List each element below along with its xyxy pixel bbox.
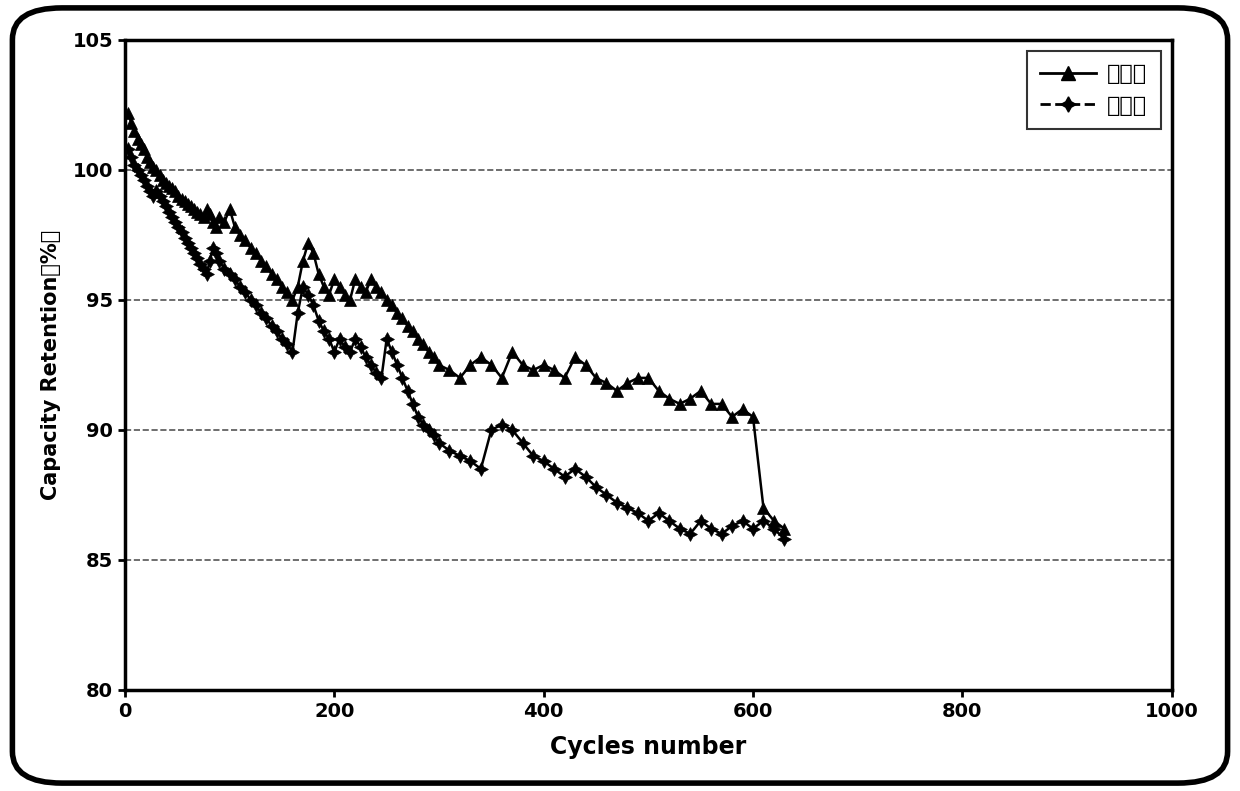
对比组 xyxy=(120,145,135,154)
Legend: 实验组, 对比组: 实验组, 对比组 xyxy=(1027,51,1161,129)
对比组 xyxy=(165,212,180,221)
Line: 对比组: 对比组 xyxy=(122,142,791,546)
实验组 xyxy=(295,256,310,266)
对比组 xyxy=(124,152,139,161)
Y-axis label: Capacity Retention（%）: Capacity Retention（%） xyxy=(41,229,62,500)
X-axis label: Cycles number: Cycles number xyxy=(551,735,746,759)
对比组 xyxy=(474,464,489,474)
对比组 xyxy=(484,425,498,434)
实验组 xyxy=(124,119,139,128)
对比组 xyxy=(295,282,310,292)
实验组 xyxy=(120,108,135,118)
实验组 xyxy=(474,352,489,361)
实验组 xyxy=(777,524,792,533)
实验组 xyxy=(165,184,180,193)
对比组 xyxy=(756,516,771,525)
实验组 xyxy=(484,360,498,369)
对比组 xyxy=(777,534,792,543)
Line: 实验组: 实验组 xyxy=(122,107,791,535)
实验组 xyxy=(756,503,771,513)
